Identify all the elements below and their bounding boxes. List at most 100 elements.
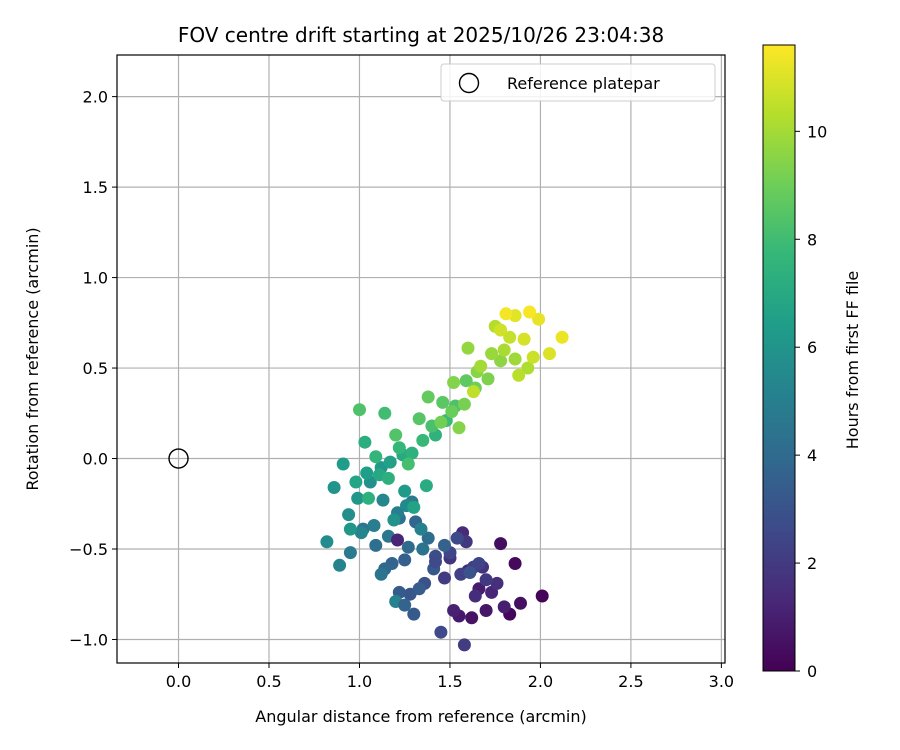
data-point: [401, 457, 415, 471]
data-point: [514, 596, 527, 610]
colorbar-scale: [762, 44, 796, 672]
data-point: [416, 542, 430, 556]
colorbar-ticks: 0 2 4 6 8 10: [795, 122, 827, 681]
data-point: [414, 522, 428, 536]
data-point: [497, 343, 511, 357]
data-point: [479, 604, 493, 617]
data-point: [405, 446, 419, 460]
data-point: [436, 395, 450, 409]
data-point: [535, 589, 549, 603]
data-point: [521, 361, 535, 375]
data-point: [468, 589, 482, 603]
data-point: [459, 374, 473, 388]
data-point: [320, 535, 334, 549]
plot-area-frame: [116, 54, 726, 664]
y-tick-label: 1.0: [83, 269, 108, 288]
data-point: [412, 412, 426, 426]
data-point: [398, 553, 412, 567]
y-axis-ticks: −1.0 −0.5 0.0 0.5 1.0 1.5 2.0: [69, 88, 117, 649]
colorbar: 0 2 4 6 8 10 Hours from first FF file: [762, 44, 862, 681]
colorbar-tick-label: 2: [807, 554, 817, 573]
data-point: [369, 538, 383, 552]
data-point: [447, 376, 461, 389]
data-point: [497, 600, 511, 614]
data-point: [517, 332, 531, 346]
data-point: [391, 533, 404, 547]
data-point: [416, 433, 430, 447]
data-point: [485, 347, 499, 361]
data-point: [463, 566, 477, 579]
data-point: [523, 305, 537, 319]
data-point: [457, 397, 471, 411]
x-axis-label: Angular distance from reference (arcmin): [255, 707, 586, 726]
data-point: [369, 450, 383, 464]
data-point: [333, 558, 347, 572]
data-point: [457, 638, 471, 652]
data-point: [421, 531, 435, 545]
data-point: [438, 538, 451, 552]
data-point: [508, 352, 522, 366]
data-point: [387, 513, 401, 527]
data-point: [407, 607, 421, 621]
data-point: [389, 428, 403, 442]
data-point: [508, 557, 522, 570]
data-point: [349, 475, 363, 489]
data-point: [479, 573, 493, 587]
data-point: [421, 390, 435, 404]
legend-reference-marker: [458, 72, 480, 94]
y-tick-label: 2.0: [83, 88, 108, 107]
data-point: [467, 385, 480, 399]
data-point: [336, 457, 350, 471]
data-point: [360, 466, 374, 480]
y-tick-label: −0.5: [69, 540, 108, 559]
colorbar-label: Hours from first FF file: [843, 271, 862, 450]
data-point: [543, 347, 556, 361]
data-point: [419, 479, 433, 493]
data-point: [429, 555, 442, 569]
data-point: [512, 368, 526, 382]
data-point: [351, 491, 365, 505]
y-axis-label: Rotation from reference (arcmin): [23, 227, 42, 490]
legend: Reference platepar: [440, 63, 716, 102]
colorbar-tick-label: 0: [807, 662, 817, 681]
x-tick-label: 3.0: [709, 672, 734, 691]
data-point: [354, 526, 368, 540]
data-point: [472, 557, 486, 570]
data-point: [526, 350, 540, 364]
data-point: [434, 415, 448, 429]
y-tick-label: 0.0: [83, 450, 108, 469]
data-point: [438, 571, 451, 585]
data-point: [392, 441, 406, 455]
colorbar-tick-label: 6: [807, 338, 817, 357]
data-point: [450, 531, 464, 545]
data-point: [358, 435, 372, 449]
data-point: [452, 421, 466, 435]
data-point: [494, 323, 508, 337]
data-point: [362, 491, 375, 505]
colorbar-tick-label: 4: [807, 446, 817, 465]
data-point: [532, 312, 546, 326]
x-axis-ticks: 0.0 0.5 1.0 1.5 2.0 2.5 3.0: [166, 663, 734, 691]
data-point: [461, 341, 475, 355]
data-point: [383, 455, 397, 469]
y-tick-label: −1.0: [69, 630, 108, 649]
data-point: [407, 500, 421, 514]
x-tick-label: 0.0: [166, 672, 191, 691]
legend-entry-reference-platepar: Reference platepar: [507, 74, 660, 93]
data-point: [445, 405, 459, 418]
data-point: [342, 508, 356, 522]
data-point: [465, 611, 479, 625]
data-points: [320, 305, 569, 652]
data-point: [327, 481, 341, 494]
x-tick-label: 2.0: [528, 672, 553, 691]
data-point: [343, 522, 357, 536]
x-tick-label: 2.5: [618, 672, 643, 691]
y-tick-label: 1.5: [83, 178, 108, 197]
data-point: [503, 330, 517, 344]
legend-box: [440, 63, 716, 102]
data-point: [494, 354, 508, 368]
data-point: [398, 484, 412, 498]
data-point: [376, 493, 390, 507]
x-tick-label: 1.0: [347, 672, 372, 691]
colorbar-tick-label: 8: [807, 230, 817, 249]
